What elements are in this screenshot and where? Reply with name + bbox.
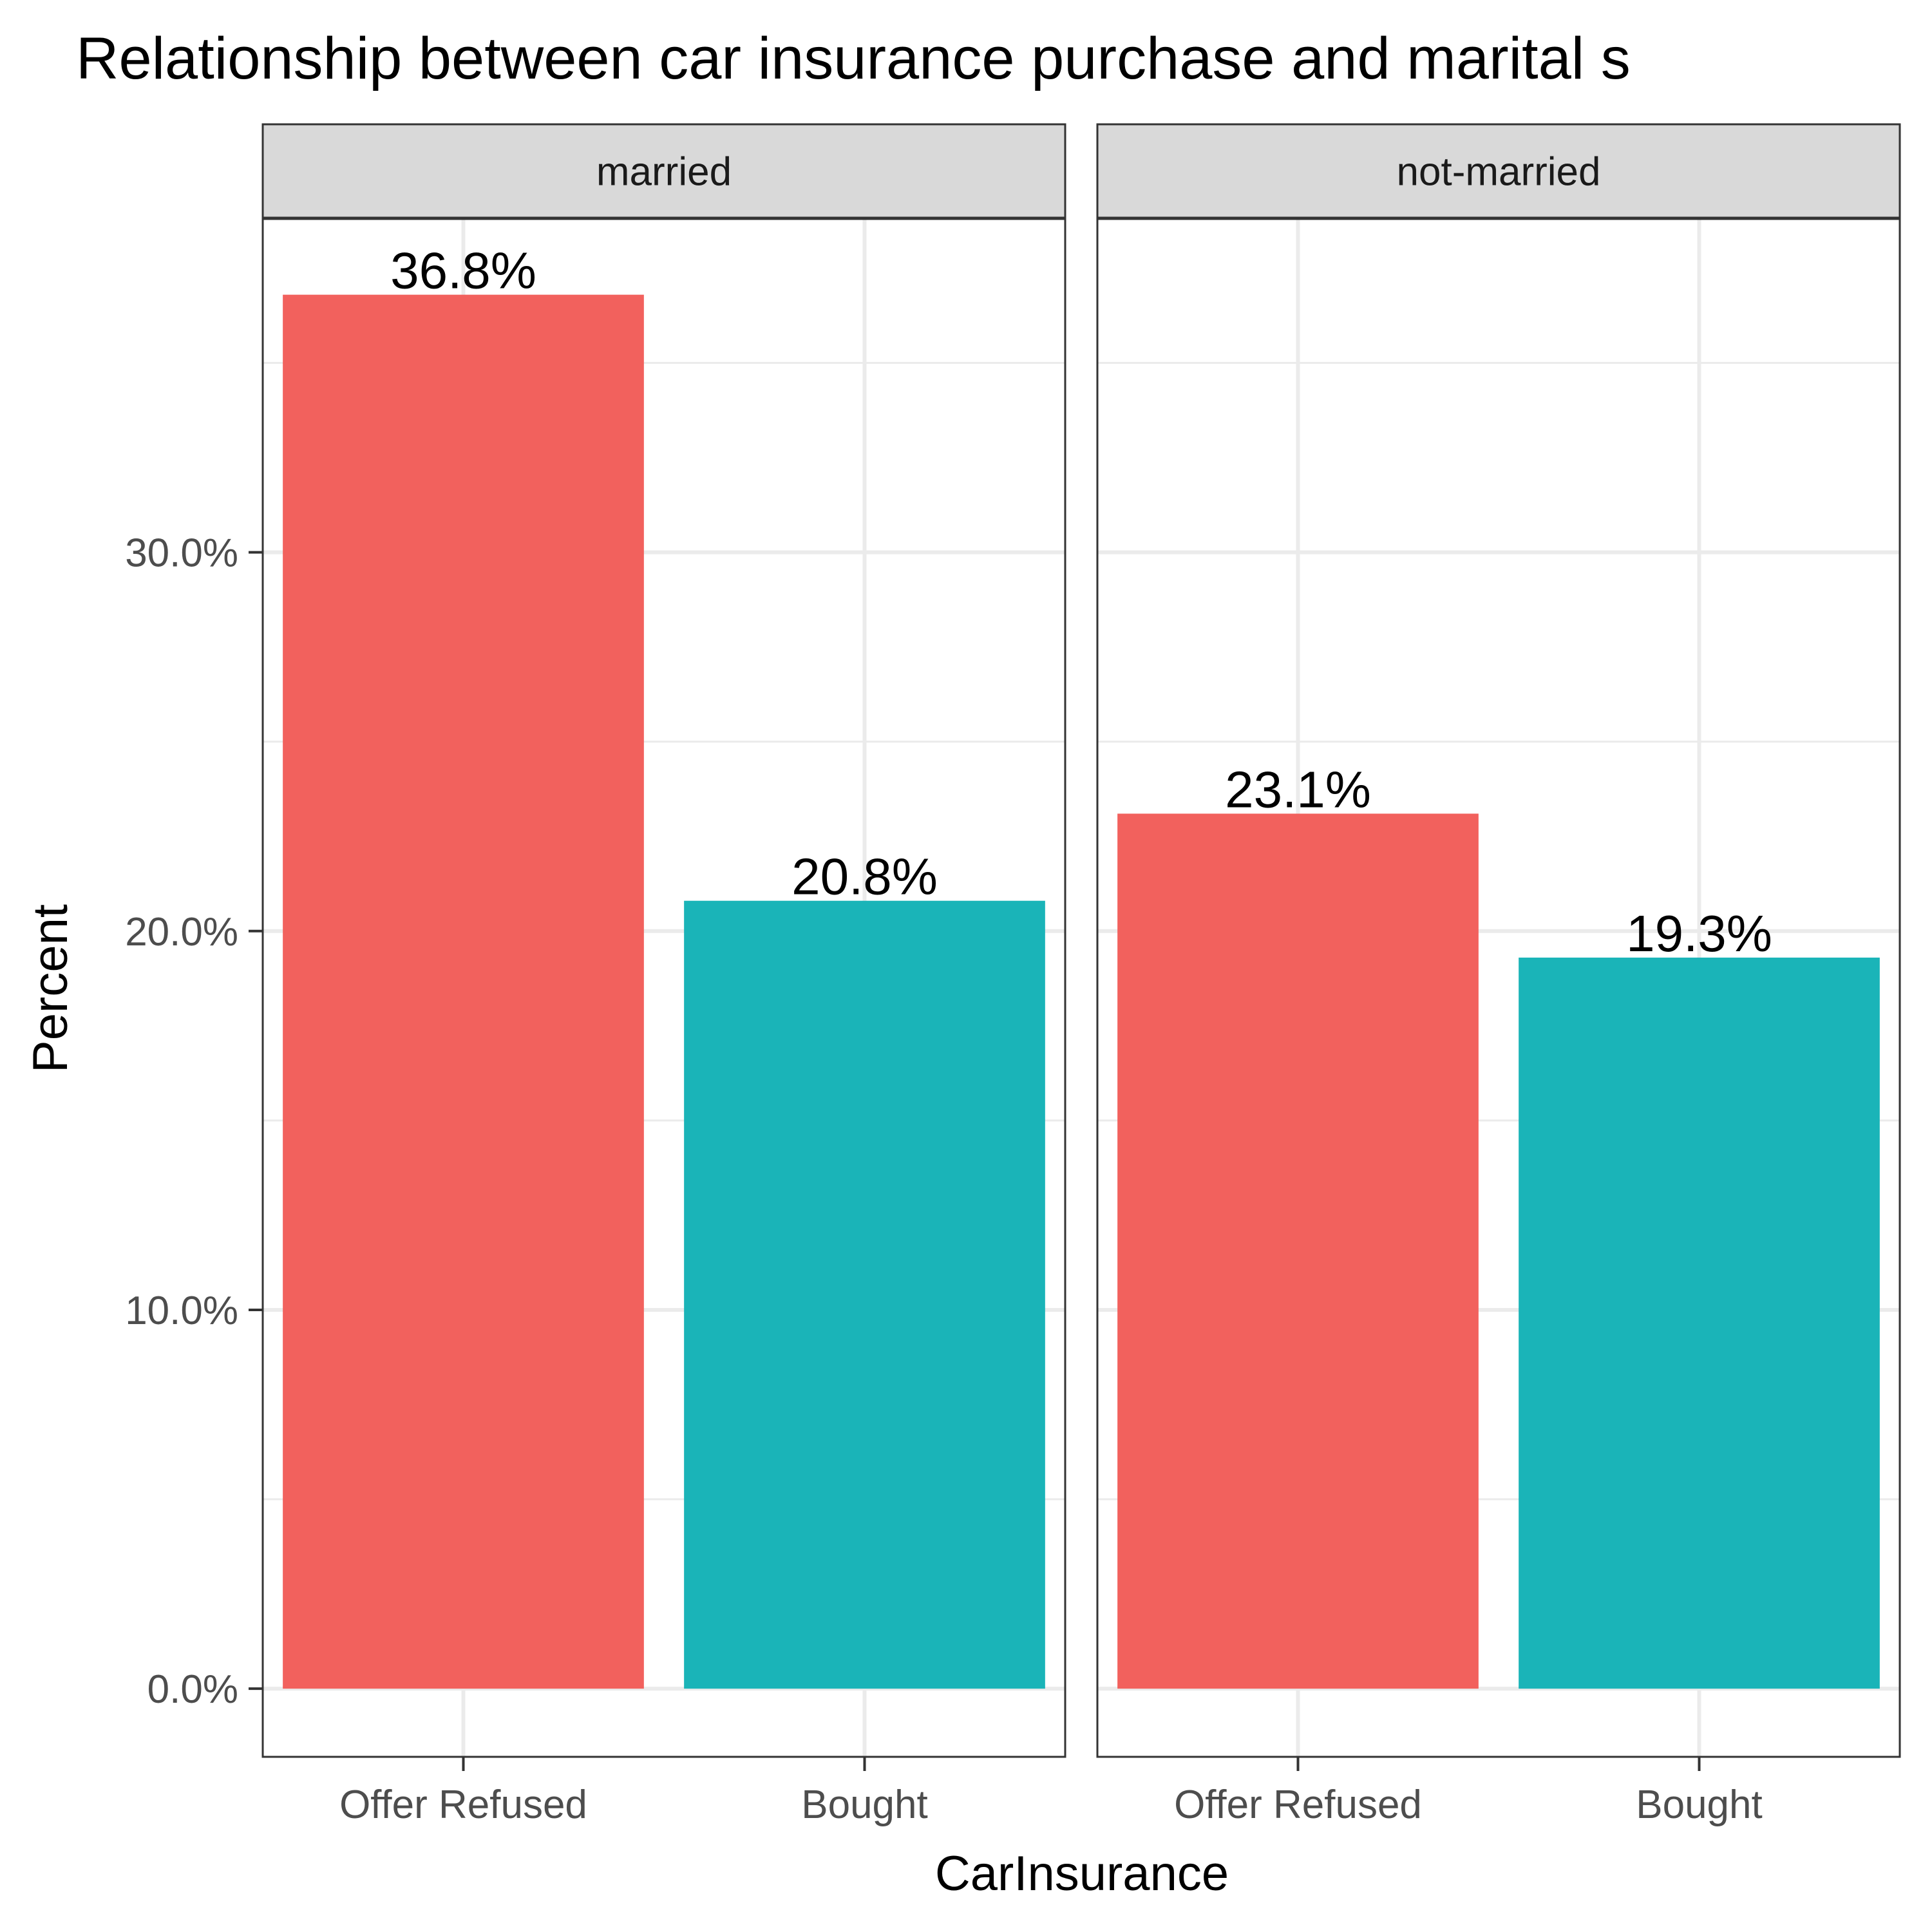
x-tick-label: Offer Refused bbox=[339, 1783, 587, 1827]
bar-value-label: 19.3% bbox=[1626, 905, 1772, 962]
bar-married-offer-refused bbox=[283, 294, 644, 1689]
panel-border bbox=[1096, 218, 1901, 1758]
chart-title: Relationship between car insurance purch… bbox=[76, 26, 1631, 91]
bar-not-married-bought bbox=[1519, 957, 1880, 1689]
facet-panel-not-married: 23.1% 19.3% not-married Offer Refused Bought bbox=[1096, 123, 1901, 1827]
bar-value-label: 36.8% bbox=[390, 242, 536, 299]
y-tick-label: 20.0% bbox=[125, 910, 238, 954]
y-tick-label: 0.0% bbox=[147, 1667, 238, 1712]
y-tick-label: 30.0% bbox=[125, 531, 238, 576]
y-tick-label: 10.0% bbox=[125, 1289, 238, 1333]
facet-strip bbox=[1096, 123, 1901, 219]
x-tick-label: Offer Refused bbox=[1174, 1783, 1422, 1827]
facet-strip bbox=[261, 123, 1066, 219]
bar-not-married-offer-refused bbox=[1117, 813, 1479, 1689]
x-axis-title: CarInsurance bbox=[935, 1846, 1229, 1901]
facet-panel-married: 36.8% 20.8% married Offer Refused Bought bbox=[261, 123, 1066, 1827]
x-tick-label: Bought bbox=[801, 1783, 928, 1827]
bar-value-label: 20.8% bbox=[791, 848, 938, 905]
bar-married-bought bbox=[684, 900, 1045, 1689]
facet-strip-label: not-married bbox=[1397, 150, 1601, 194]
bar-value-label: 23.1% bbox=[1225, 761, 1371, 818]
x-tick-label: Bought bbox=[1636, 1783, 1763, 1827]
facet-strip-label: married bbox=[596, 150, 732, 194]
y-axis-title: Percent bbox=[23, 904, 78, 1073]
y-axis: 0.0% 10.0% 20.0% 30.0% bbox=[125, 531, 263, 1712]
panel-border bbox=[261, 218, 1066, 1758]
